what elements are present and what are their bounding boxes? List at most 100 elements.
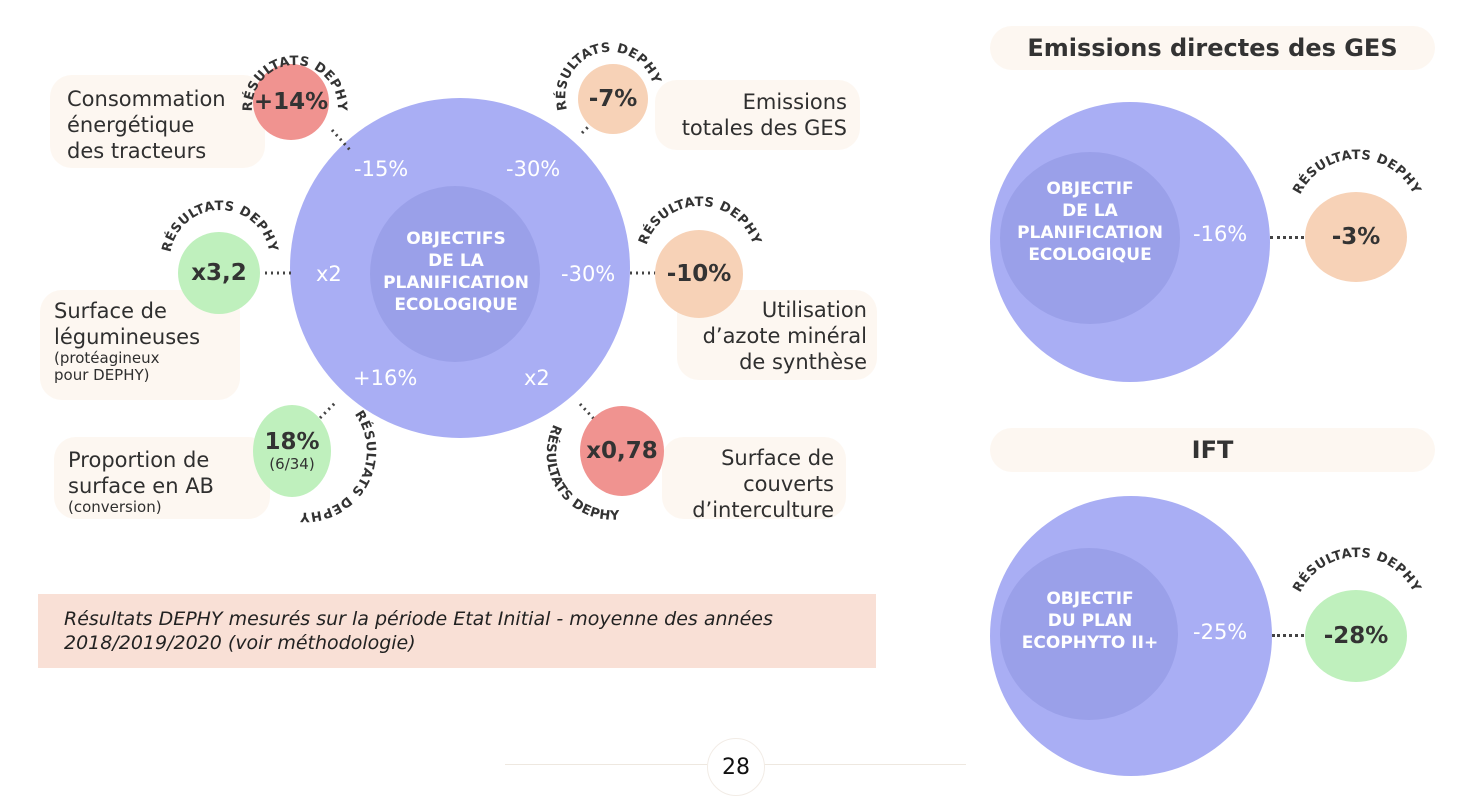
arc-label-ges-total: RÉSULTATS DEPHY [553, 41, 664, 112]
ges-direct-center-text: OBJECTIF DE LA PLANIFICATION ECOLOGIQUE [995, 178, 1185, 266]
page-divider-left [505, 764, 707, 765]
objective-intercultures: x2 [524, 366, 550, 390]
ift-inner-circle [1000, 548, 1178, 720]
arc-label-legumes: RÉSULTATS DEPHY [160, 199, 280, 254]
svg-text:RÉSULTATS DEPHY: RÉSULTATS DEPHY [543, 422, 621, 523]
svg-text:RÉSULTATS DEPHY: RÉSULTATS DEPHY [1290, 148, 1423, 197]
ges-direct-connector [1270, 236, 1304, 239]
center-text-line: PLANIFICATION [1017, 223, 1163, 243]
result-energy-value: +14% [253, 89, 329, 115]
center-text-line: OBJECTIF [1046, 179, 1134, 199]
result-ges-total-value: -7% [588, 86, 638, 112]
ift-objective: -25% [1193, 620, 1248, 644]
connector-ab [318, 400, 338, 420]
legumes-label-line: légumineuses [54, 325, 201, 349]
ift-result-value: -28% [1323, 623, 1389, 649]
objective-energy: -15% [354, 157, 409, 181]
intercultures-label-line: couverts [743, 472, 834, 496]
connector-energy [330, 128, 352, 152]
page-number: 28 [707, 738, 765, 796]
ift-center-text: OBJECTIF DU PLAN ECOPHYTO II+ [995, 588, 1185, 654]
arc-label-azote: RÉSULTATS DEPHY [636, 195, 763, 247]
ges-direct-inner-circle [1000, 152, 1180, 324]
ab-label: Proportion de surface en AB (conversion) [68, 447, 214, 516]
objective-azote: -30% [561, 262, 616, 286]
intercultures-label-box [662, 437, 846, 519]
result-azote: -10% [655, 230, 743, 318]
svg-text:RÉSULTATS DEPHY: RÉSULTATS DEPHY [1290, 546, 1423, 595]
arc-label-intercultures: RÉSULTATS DEPHY [543, 422, 620, 523]
arc-text: RÉSULTATS DEPHY [553, 41, 663, 112]
arc-label-energy: RÉSULTATS DEPHY [241, 54, 349, 112]
center-text-line: OBJECTIF [1046, 589, 1134, 609]
center-text-line: ECOPHYTO II+ [1021, 633, 1159, 653]
energy-label: Consommation énergétique des tracteurs [67, 86, 226, 164]
ab-label-line: Proportion de [68, 448, 210, 472]
ges-direct-result: -3% [1305, 192, 1407, 282]
result-energy: +14% [253, 64, 329, 140]
center-text-line: DE LA [428, 251, 484, 271]
result-legumes: x3,2 [178, 232, 260, 314]
intercultures-label-line: d’interculture [692, 498, 834, 522]
center-text-line: DU PLAN [1047, 611, 1133, 631]
result-azote-value: -10% [666, 261, 732, 287]
legumes-label: Surface de légumineuses (protéagineux po… [54, 298, 200, 384]
objective-legumes: x2 [316, 262, 342, 286]
center-text-line: ECOLOGIQUE [1028, 245, 1152, 265]
intercultures-label: Surface de couverts d’interculture [660, 445, 834, 523]
page-divider-right [764, 764, 966, 765]
legumes-label-note: (protéagineux [54, 349, 160, 367]
center-text-line: OBJECTIFS [406, 229, 506, 249]
azote-label-line: d’azote minéral [702, 324, 867, 348]
arc-text: RÉSULTATS DEPHY [241, 54, 349, 112]
arc-label-ab: RÉSULTATS DEPHY [300, 408, 378, 524]
methodology-note-text: Résultats DEPHY mesurés sur la période E… [64, 608, 773, 654]
ges-direct-objective: -16% [1193, 222, 1248, 246]
svg-text:RÉSULTATS DEPHY: RÉSULTATS DEPHY [241, 54, 349, 112]
arc-label-ift: RÉSULTATS DEPHY [1290, 546, 1423, 595]
methodology-note: Résultats DEPHY mesurés sur la période E… [38, 594, 876, 668]
arc-text: RÉSULTATS DEPHY [300, 408, 378, 524]
ift-title: IFT [990, 428, 1435, 472]
center-text-line: PLANIFICATION [383, 273, 529, 293]
arc-text: RÉSULTATS DEPHY [1290, 546, 1423, 595]
ift-connector [1272, 634, 1304, 637]
result-intercultures-value: x0,78 [586, 438, 658, 464]
azote-label-line: de synthèse [739, 350, 867, 374]
result-ab-detail: (6/34) [269, 455, 315, 473]
objective-ab: +16% [353, 366, 418, 390]
intercultures-label-line: Surface de [721, 446, 834, 470]
ges-total-label-box [655, 80, 860, 150]
ges-total-label-line: totales des GES [681, 116, 847, 140]
result-ges-total: -7% [578, 64, 648, 134]
objective-ges-total: -30% [506, 157, 561, 181]
ab-label-line: surface en AB [68, 474, 214, 498]
energy-label-line: Consommation [67, 87, 226, 111]
connectors [265, 116, 656, 422]
result-intercultures: x0,78 [580, 406, 664, 496]
ges-direct-result-value: -3% [1331, 224, 1381, 250]
result-ab: 18% (6/34) [253, 405, 331, 497]
ges-direct-title: Emissions directes des GES [990, 26, 1435, 70]
objectives-center-text: OBJECTIFS DE LA PLANIFICATION ECOLOGIQUE [360, 228, 552, 316]
arc-text: RÉSULTATS DEPHY [543, 422, 620, 523]
result-legumes-value: x3,2 [191, 260, 247, 286]
center-text-line: ECOLOGIQUE [394, 295, 518, 315]
ges-total-label-line: Emissions [742, 90, 847, 114]
result-ab-value: 18% [264, 429, 320, 455]
azote-label: Utilisation d’azote minéral de synthèse [680, 297, 867, 375]
svg-text:RÉSULTATS DEPHY: RÉSULTATS DEPHY [300, 408, 378, 524]
ges-total-label: Emissions totales des GES [660, 89, 847, 141]
legumes-label-line: Surface de [54, 299, 167, 323]
page-number-text: 28 [722, 754, 750, 780]
svg-text:RÉSULTATS DEPHY: RÉSULTATS DEPHY [553, 41, 664, 112]
ift-result: -28% [1305, 590, 1407, 682]
ab-label-box [54, 437, 270, 519]
ab-label-note: (conversion) [68, 498, 162, 516]
legumes-label-note: pour DEPHY) [54, 366, 150, 384]
arc-text: RÉSULTATS DEPHY [1290, 148, 1423, 197]
azote-label-line: Utilisation [761, 298, 867, 322]
objectives-inner-circle [370, 186, 540, 362]
energy-label-line: énergétique [67, 113, 195, 137]
arc-label-ges-direct: RÉSULTATS DEPHY [1290, 148, 1423, 197]
